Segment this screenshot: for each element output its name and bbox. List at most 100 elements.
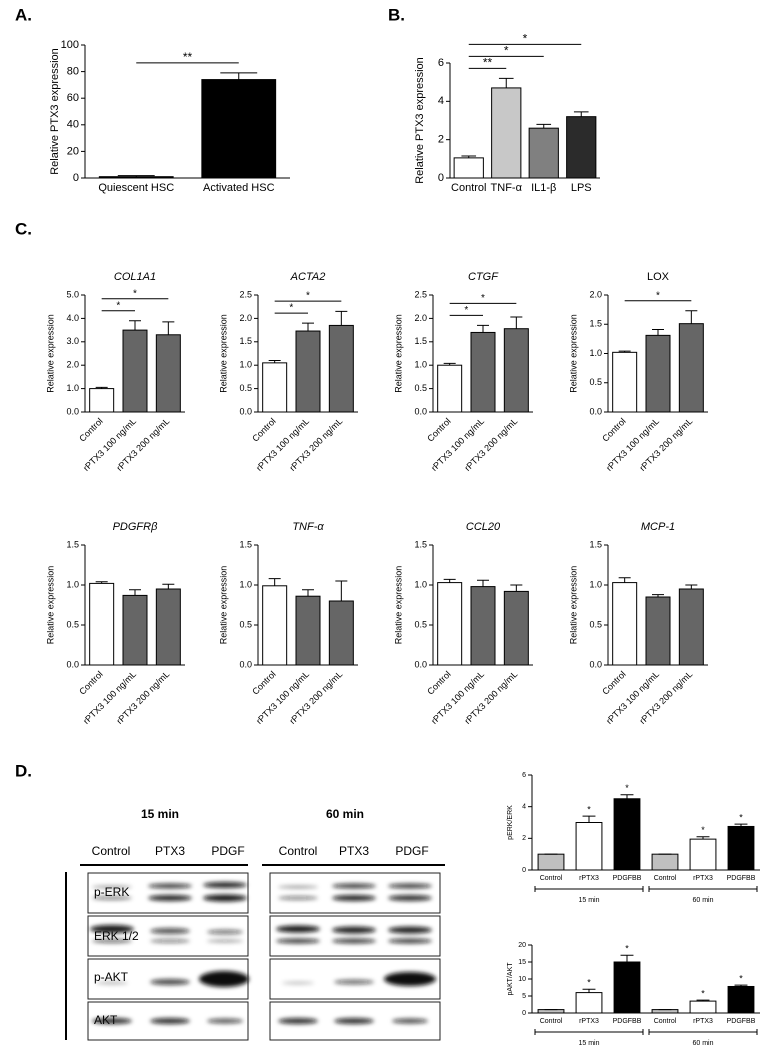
chart-title: ACTA2 xyxy=(290,271,326,283)
error-bar xyxy=(268,578,281,586)
error-bar xyxy=(220,72,258,80)
error-bar xyxy=(443,578,456,583)
error-bar xyxy=(162,321,175,335)
error-bar xyxy=(335,580,348,601)
bar xyxy=(98,176,174,179)
y-tick-label: 1.5 xyxy=(414,539,427,549)
y-tick-label: 1.5 xyxy=(414,336,427,346)
x-tick-label: Control xyxy=(600,669,628,697)
significance-label: * xyxy=(116,300,120,311)
bar xyxy=(689,1000,717,1014)
x-tick-label: rPTX3 xyxy=(693,1018,713,1025)
y-tick-label: 1.0 xyxy=(66,383,79,393)
error-bar xyxy=(652,594,664,597)
bar xyxy=(437,364,463,413)
error-bar xyxy=(696,999,710,1002)
y-tick-label: 0.0 xyxy=(589,659,602,669)
x-tick-label: Control xyxy=(540,875,563,882)
y-axis-label: pAKT/AKT xyxy=(507,962,514,996)
chart-title: MCP-1 xyxy=(641,521,675,533)
y-axis-label: Relative expression xyxy=(393,566,403,645)
significance-label: * xyxy=(625,783,629,793)
y-tick-label: 0.0 xyxy=(414,406,427,416)
significance-label: ** xyxy=(483,56,493,70)
significance-label: * xyxy=(306,291,310,302)
x-tick-label: Control xyxy=(654,1018,677,1025)
x-tick-label: LPS xyxy=(571,182,592,194)
error-bar xyxy=(582,815,596,823)
chart-title: TNF-α xyxy=(292,521,324,533)
y-tick-label: 1.0 xyxy=(589,579,602,589)
error-bar xyxy=(620,794,634,799)
bar xyxy=(537,1009,565,1014)
y-tick-label: 0.0 xyxy=(66,659,79,669)
bar xyxy=(89,388,115,413)
error-bar xyxy=(477,324,489,333)
error-bar xyxy=(95,386,108,389)
bar xyxy=(453,157,484,179)
y-axis-label: Relative expression xyxy=(45,566,55,645)
group-label: 15 min xyxy=(578,897,599,904)
lane-label: PDGF xyxy=(211,844,244,858)
x-tick-label: Control xyxy=(451,182,486,194)
bar xyxy=(155,588,181,666)
x-tick-label: Quiescent HSC xyxy=(98,182,174,194)
lane-label: Control xyxy=(92,844,131,858)
bar xyxy=(575,822,603,871)
bar xyxy=(678,588,704,666)
x-tick-label: PDGFBB xyxy=(613,875,642,882)
significance-label: ** xyxy=(183,50,193,64)
chart-title: CCL20 xyxy=(466,521,501,533)
time-label: 15 min xyxy=(141,807,179,821)
y-tick-label: 1.5 xyxy=(589,539,602,549)
y-tick-label: 1.0 xyxy=(589,348,602,358)
y-axis-label: Relative expression xyxy=(218,314,228,393)
lane-label: PDGF xyxy=(395,844,428,858)
panel-label: D. xyxy=(15,761,32,780)
y-tick-label: 4 xyxy=(522,804,526,811)
y-tick-label: 4.0 xyxy=(66,313,79,323)
error-bar xyxy=(129,589,141,596)
bar xyxy=(262,585,288,666)
x-tick-label: rPTX3 xyxy=(693,875,713,882)
y-tick-label: 2.5 xyxy=(239,289,252,299)
x-tick-label: rPTX3 xyxy=(579,1018,599,1025)
bar xyxy=(491,87,522,179)
error-bar xyxy=(618,350,631,353)
error-bar xyxy=(652,329,664,336)
error-bar xyxy=(734,984,748,987)
significance-label: * xyxy=(289,303,293,314)
error-bar xyxy=(443,362,456,366)
error-bar xyxy=(510,584,523,592)
x-tick-label: Control xyxy=(250,416,278,444)
error-bar xyxy=(498,77,514,88)
y-tick-label: 0.5 xyxy=(239,619,252,629)
bar xyxy=(89,582,115,666)
bar xyxy=(503,590,529,666)
y-tick-label: 0 xyxy=(522,867,526,874)
significance-label: * xyxy=(133,288,137,299)
y-tick-label: 0.0 xyxy=(414,659,427,669)
y-tick-label: 0 xyxy=(73,172,79,184)
y-axis-label: Relative expression xyxy=(568,566,578,645)
bar xyxy=(575,992,603,1014)
y-tick-label: 1.0 xyxy=(414,579,427,589)
y-tick-label: 1.5 xyxy=(589,319,602,329)
x-tick-label: PDGFBB xyxy=(727,1018,756,1025)
bar xyxy=(470,331,496,413)
bar xyxy=(155,334,181,413)
error-bar xyxy=(620,954,634,962)
significance-label: * xyxy=(504,44,509,58)
x-tick-label: TNF-α xyxy=(491,182,523,194)
y-axis-label: Relative expression xyxy=(393,314,403,393)
y-tick-label: 3.0 xyxy=(66,336,79,346)
y-tick-label: 1.5 xyxy=(66,539,79,549)
y-tick-label: 40 xyxy=(67,119,79,131)
bar xyxy=(689,838,717,871)
x-tick-label: Activated HSC xyxy=(203,182,275,194)
y-tick-label: 0.5 xyxy=(414,619,427,629)
error-bar xyxy=(734,823,748,827)
group-label: 60 min xyxy=(692,897,713,904)
y-tick-label: 0 xyxy=(438,172,444,184)
error-bar xyxy=(685,310,698,324)
